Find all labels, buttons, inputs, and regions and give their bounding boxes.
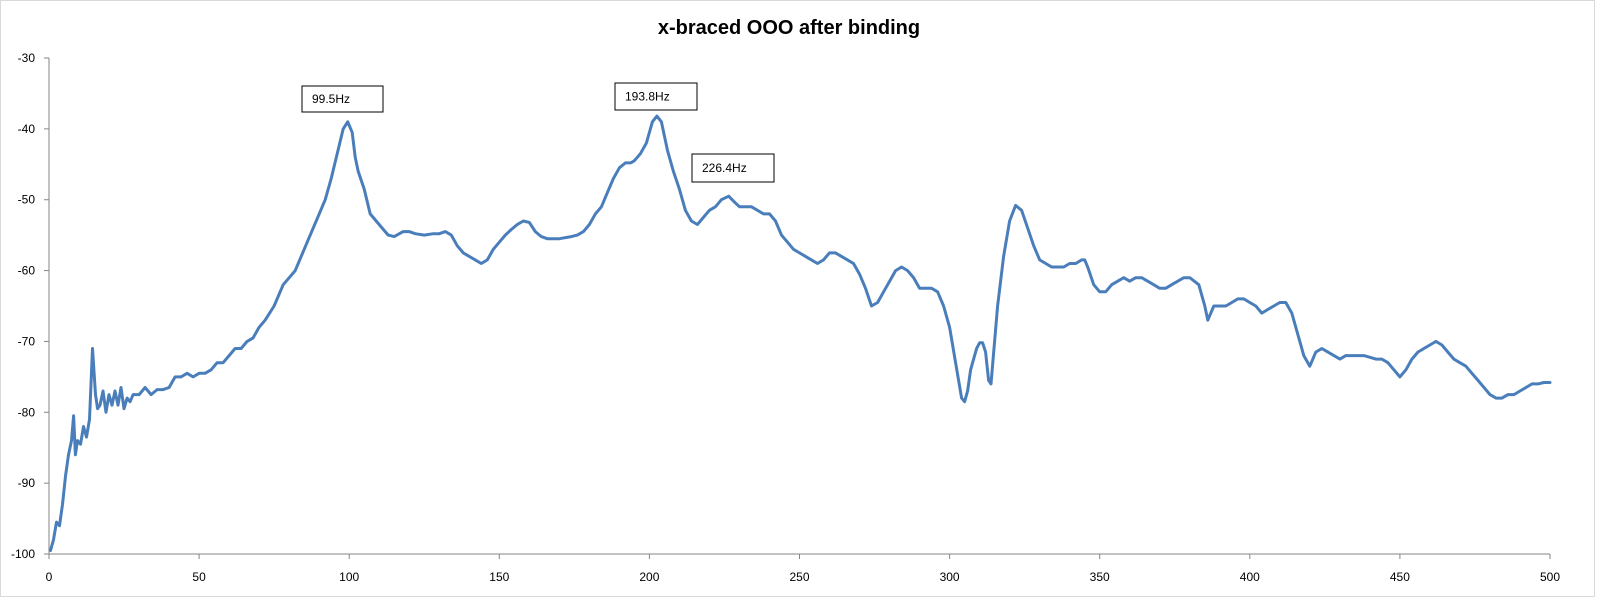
annotations: 99.5Hz 193.8Hz 226.4Hz: [301, 82, 775, 183]
x-tick-label: 300: [940, 570, 960, 584]
annotation-label: 226.4Hz: [691, 153, 775, 183]
annotation-box: [691, 153, 775, 183]
y-tick-label: -90: [18, 476, 36, 490]
x-tick-label: 400: [1240, 570, 1260, 584]
x-tick-label: 250: [789, 570, 809, 584]
annotation-box: [614, 82, 698, 111]
series-layer: [49, 114, 1552, 552]
chart-title: x-braced OOO after binding: [658, 17, 920, 39]
y-tick-label: -50: [18, 193, 36, 207]
annotation-box: [301, 85, 384, 113]
y-tick-label: -60: [18, 264, 36, 278]
x-tick-label: 350: [1090, 570, 1110, 584]
series-line: [49, 114, 1552, 552]
annotation-text: 193.8Hz: [625, 90, 670, 104]
axes: -30 -40 -50 -60 -70 -80 -90 -100 0 50 100 150 200 250…: [11, 51, 1560, 584]
annotation-label: 99.5Hz: [301, 85, 384, 113]
y-tick-label: -40: [18, 122, 36, 136]
y-tick-label: -70: [18, 334, 36, 348]
y-tick-label: -100: [11, 547, 35, 561]
annotation-text: 226.4Hz: [702, 161, 747, 175]
x-tick-label: 200: [639, 570, 659, 584]
x-tick-label: 0: [46, 570, 53, 584]
x-tick-label: 50: [192, 570, 206, 584]
y-tick-label: -30: [18, 51, 36, 65]
x-tick-label: 100: [339, 570, 359, 584]
annotation-label: 193.8Hz: [614, 82, 698, 111]
x-tick-label: 450: [1390, 570, 1410, 584]
annotation-text: 99.5Hz: [312, 92, 350, 106]
y-tick-label: -80: [18, 405, 36, 419]
x-tick-label: 150: [489, 570, 509, 584]
x-tick-label: 500: [1540, 570, 1560, 584]
